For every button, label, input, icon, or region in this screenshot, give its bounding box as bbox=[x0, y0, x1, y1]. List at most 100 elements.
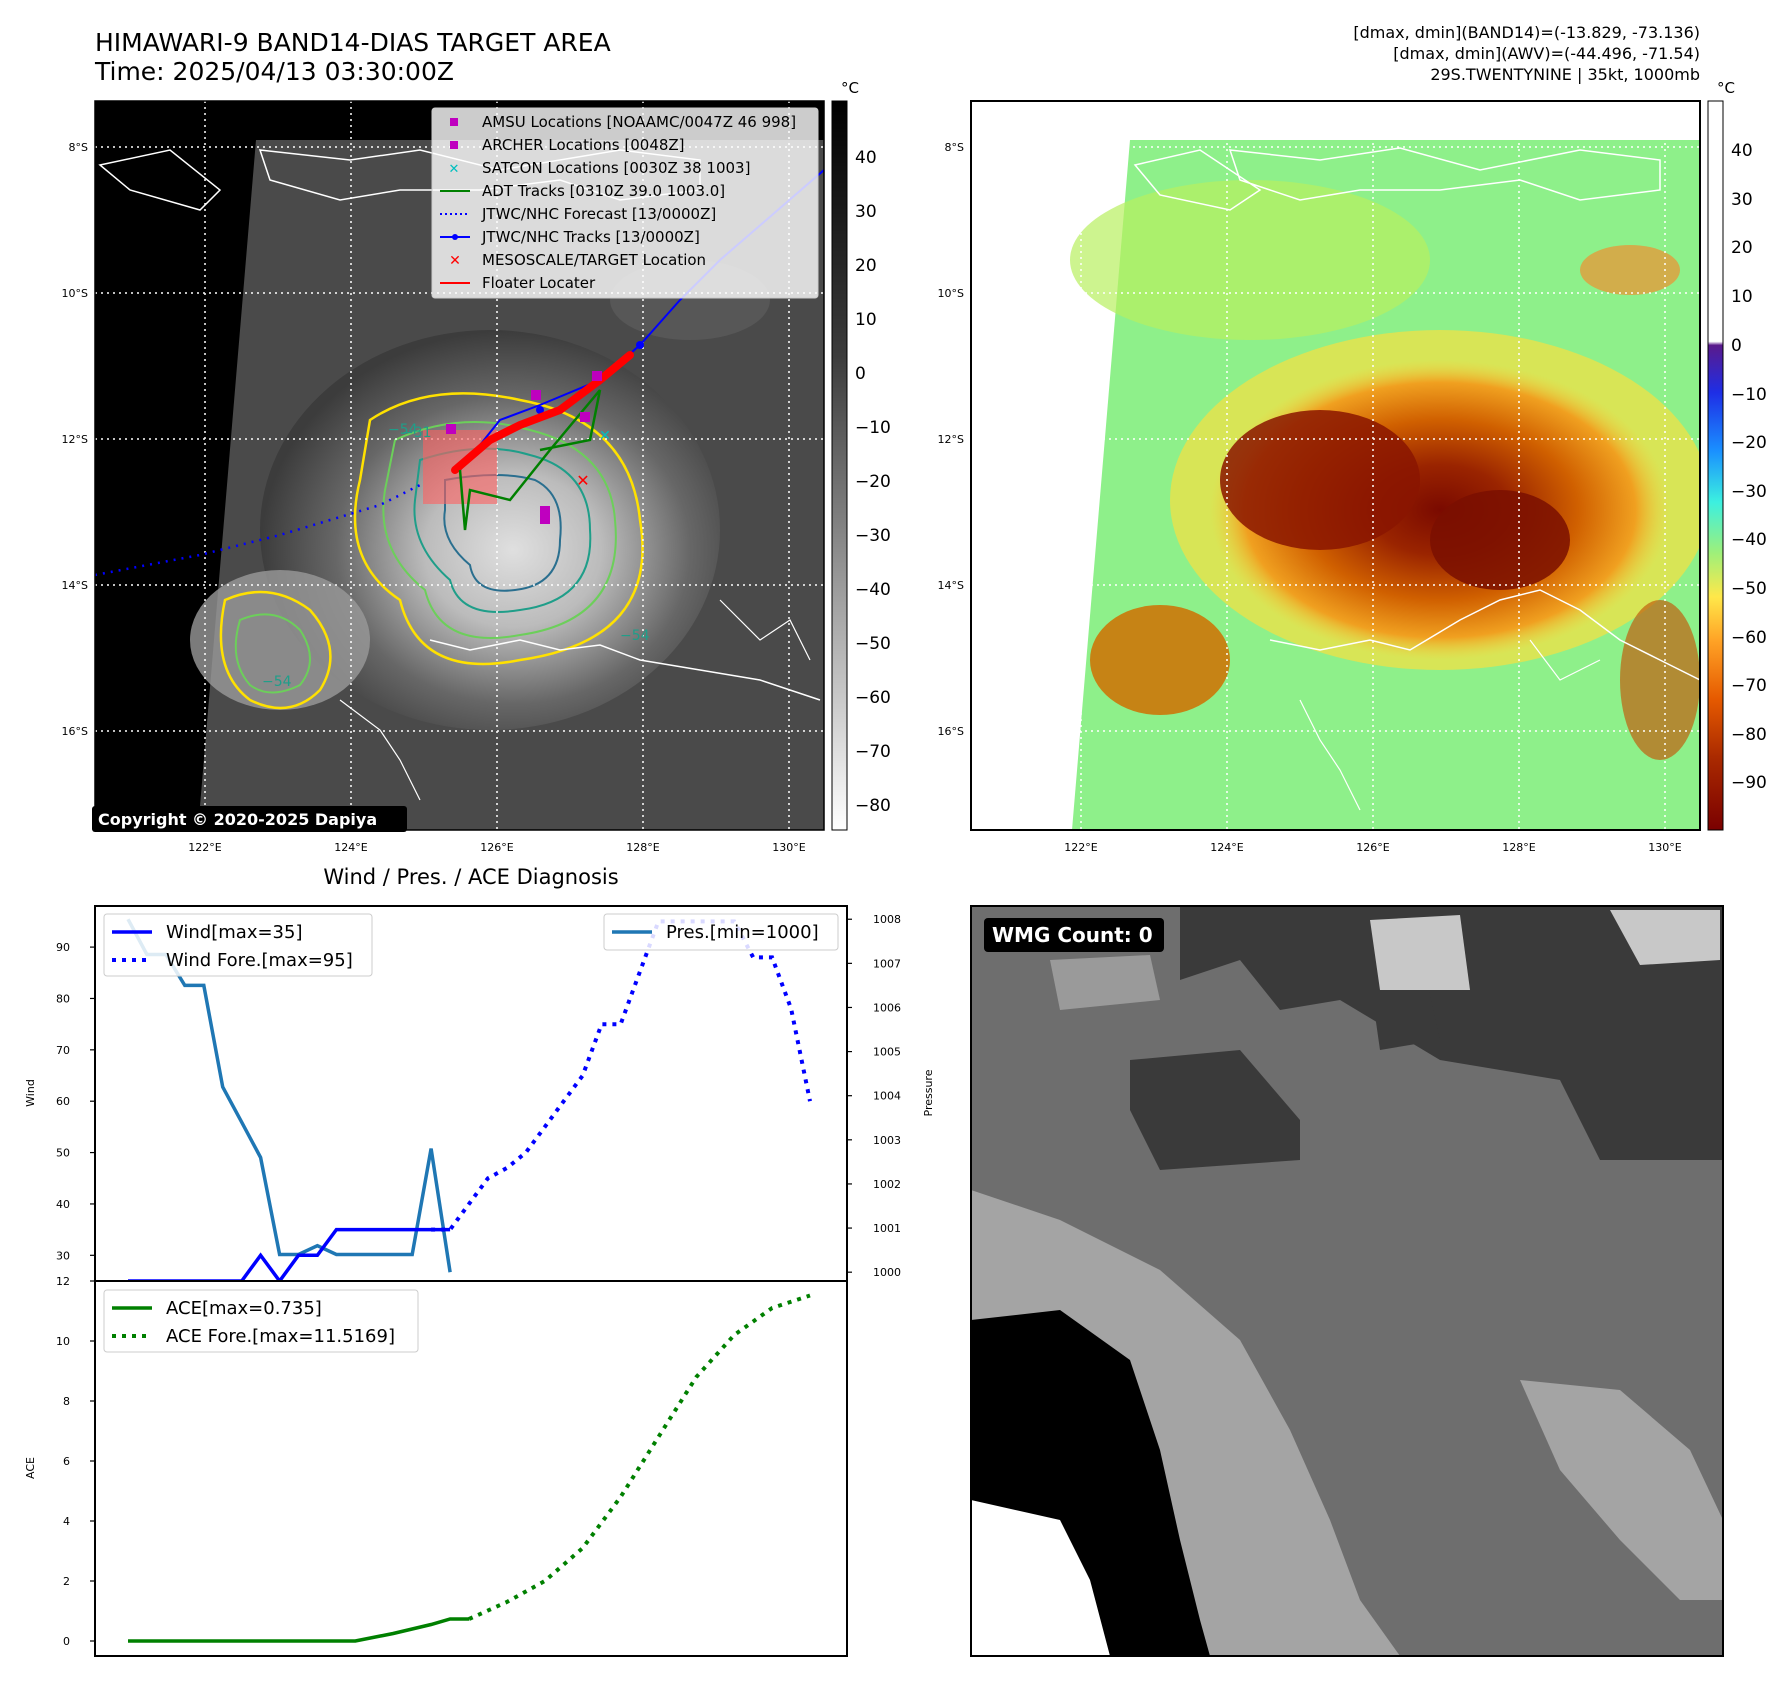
wmg-panel: WMG Count: 0 bbox=[970, 905, 1724, 1657]
wind-y-tick: 30 bbox=[56, 1249, 70, 1262]
legend-wind-forecast: Wind Fore.[max=95] bbox=[166, 950, 353, 971]
lon-label: 130°E bbox=[772, 841, 805, 854]
lon-label: 124°E bbox=[334, 841, 367, 854]
ace-y-tick: 12 bbox=[56, 1275, 70, 1288]
pressure-series bbox=[126, 918, 452, 1273]
wind-y-ticks: 30 40 50 60 70 80 90 bbox=[56, 941, 95, 1262]
legend-amsu: AMSU Locations [NOAAMC/0047Z 46 998] bbox=[482, 113, 796, 131]
forecast-track bbox=[95, 483, 421, 577]
svg-text:✕: ✕ bbox=[449, 162, 460, 177]
diagnosis-title: Wind / Pres. / ACE Diagnosis bbox=[323, 865, 618, 889]
awv-panel bbox=[970, 100, 1701, 831]
lon-label: 130°E bbox=[1648, 841, 1681, 854]
lon-label: 126°E bbox=[1356, 841, 1389, 854]
lat-label: 8°S bbox=[69, 141, 88, 154]
wind-axis-label: Wind bbox=[24, 1079, 37, 1107]
legend-target: MESOSCALE/TARGET Location bbox=[482, 251, 706, 269]
legend-adt: ADT Tracks [0310Z 39.0 1003.0] bbox=[482, 182, 725, 200]
ace-series bbox=[128, 1617, 469, 1643]
ir-cb-tick: 10 bbox=[855, 310, 877, 330]
ir-cb-tick: −30 bbox=[855, 526, 891, 546]
lat-label: 14°S bbox=[62, 579, 88, 592]
legend-archer: ARCHER Locations [0048Z] bbox=[482, 136, 685, 154]
awv-cb-tick: 0 bbox=[1731, 336, 1742, 356]
lon-label: 128°E bbox=[1502, 841, 1535, 854]
legend-ace-forecast: ACE Fore.[max=11.5169] bbox=[166, 1326, 395, 1347]
pressure-y-ticks: 1000 1001 1002 1003 1004 1005 1006 1007 1008 bbox=[847, 913, 901, 1279]
lon-label: 122°E bbox=[188, 841, 221, 854]
amsu-markers bbox=[446, 371, 602, 524]
pressure-legend: Pres.[min=1000] bbox=[603, 913, 839, 951]
ir-colorbar: °C 40 30 20 10 0 −10 −20 −30 −40 −50 −60… bbox=[831, 79, 891, 831]
lat-label: 16°S bbox=[938, 725, 964, 738]
lat-label: 16°S bbox=[62, 725, 88, 738]
lat-label: 12°S bbox=[938, 433, 964, 446]
awv-cb-tick: −80 bbox=[1731, 725, 1767, 745]
lon-label: 124°E bbox=[1210, 841, 1243, 854]
ir-cb-tick: 0 bbox=[855, 364, 866, 384]
pressure-y-tick: 1004 bbox=[873, 1090, 901, 1103]
wmg-count-text: WMG Count: 0 bbox=[992, 923, 1153, 947]
pressure-y-tick: 1005 bbox=[873, 1046, 901, 1059]
ir-cb-tick: 20 bbox=[855, 256, 877, 276]
contour-label: −54 bbox=[620, 628, 650, 644]
lon-label: 128°E bbox=[626, 841, 659, 854]
awv-cb-tick: 20 bbox=[1731, 238, 1753, 258]
satcon-marker: ✕ bbox=[599, 428, 611, 444]
svg-text:✕: ✕ bbox=[449, 253, 461, 269]
awv-gridlines bbox=[971, 101, 1700, 830]
legend-ace: ACE[max=0.735] bbox=[166, 1298, 322, 1319]
awv-colorbar-unit: °C bbox=[1717, 79, 1735, 97]
pressure-y-tick: 1008 bbox=[873, 913, 901, 926]
contour-yellow bbox=[353, 392, 644, 666]
lon-label: 122°E bbox=[1064, 841, 1097, 854]
floater-track bbox=[451, 351, 634, 474]
ir-cb-tick: −60 bbox=[855, 688, 891, 708]
target-marker: ✕ bbox=[576, 471, 589, 490]
ir-cb-tick: −10 bbox=[855, 418, 891, 438]
figure-time: Time: 2025/04/13 03:30:00Z bbox=[94, 57, 454, 86]
lat-label: 10°S bbox=[62, 287, 88, 300]
lat-label: 10°S bbox=[938, 287, 964, 300]
lon-label: 126°E bbox=[480, 841, 513, 854]
ir-legend: AMSU Locations [NOAAMC/0047Z 46 998] ARC… bbox=[431, 107, 819, 299]
wind-y-tick: 60 bbox=[56, 1095, 70, 1108]
ace-y-tick: 8 bbox=[63, 1395, 70, 1408]
stats-awv: [dmax, dmin](AWV)=(-44.496, -71.54) bbox=[1393, 44, 1700, 63]
figure-title: HIMAWARI-9 BAND14-DIAS TARGET AREA bbox=[95, 28, 611, 57]
ace-axis-label: ACE bbox=[24, 1457, 37, 1479]
ir-cb-tick: −50 bbox=[855, 634, 891, 654]
awv-cb-tick: −90 bbox=[1731, 773, 1767, 793]
awv-cb-tick: −20 bbox=[1731, 433, 1767, 453]
awv-cb-tick: 40 bbox=[1731, 141, 1753, 161]
contour-label: −54 bbox=[262, 674, 292, 690]
ir-panel: ✕ ✕ −31 −54 −54 −54 AMSU Locations [NOAA… bbox=[92, 100, 825, 832]
wind-legend: Wind[max=35] Wind Fore.[max=95] bbox=[103, 913, 373, 977]
contour-blue bbox=[443, 474, 562, 592]
pressure-y-tick: 1000 bbox=[873, 1266, 901, 1279]
legend-satcon: SATCON Locations [0030Z 38 1003] bbox=[482, 159, 750, 177]
wind-y-tick: 70 bbox=[56, 1044, 70, 1057]
ace-legend: ACE[max=0.735] ACE Fore.[max=11.5169] bbox=[103, 1289, 419, 1353]
pressure-axis-label: Pressure bbox=[922, 1069, 935, 1116]
awv-axis-labels: 8°S 10°S 12°S 14°S 16°S 122°E 124°E 126°… bbox=[938, 141, 1682, 854]
ir-cb-tick: 40 bbox=[855, 148, 877, 168]
ace-y-tick: 6 bbox=[63, 1455, 70, 1468]
copyright-badge bbox=[92, 806, 407, 832]
storm-info: 29S.TWENTYNINE | 35kt, 1000mb bbox=[1430, 65, 1700, 84]
awv-cb-tick: 30 bbox=[1731, 190, 1753, 210]
ir-colorbar-unit: °C bbox=[841, 79, 859, 97]
ir-axis-labels: 8°S 10°S 12°S 14°S 16°S 122°E 124°E 126°… bbox=[62, 141, 806, 854]
stats-band14: [dmax, dmin](BAND14)=(-13.829, -73.136) bbox=[1353, 23, 1700, 42]
ir-cb-tick: 30 bbox=[855, 202, 877, 222]
awv-cb-tick: −60 bbox=[1731, 628, 1767, 648]
lat-label: 8°S bbox=[945, 141, 964, 154]
ace-chart: 0 2 4 6 8 10 12 ACE ACE[max=0.735] ACE Fore.[m… bbox=[24, 1275, 848, 1657]
copyright-text: Copyright © 2020-2025 Dapiya bbox=[98, 810, 377, 829]
lat-label: 14°S bbox=[938, 579, 964, 592]
contour-label: −31 bbox=[402, 425, 432, 441]
ace-y-ticks: 0 2 4 6 8 10 12 bbox=[56, 1275, 95, 1648]
awv-cb-tick: −70 bbox=[1731, 676, 1767, 696]
contour-teal bbox=[413, 447, 592, 613]
